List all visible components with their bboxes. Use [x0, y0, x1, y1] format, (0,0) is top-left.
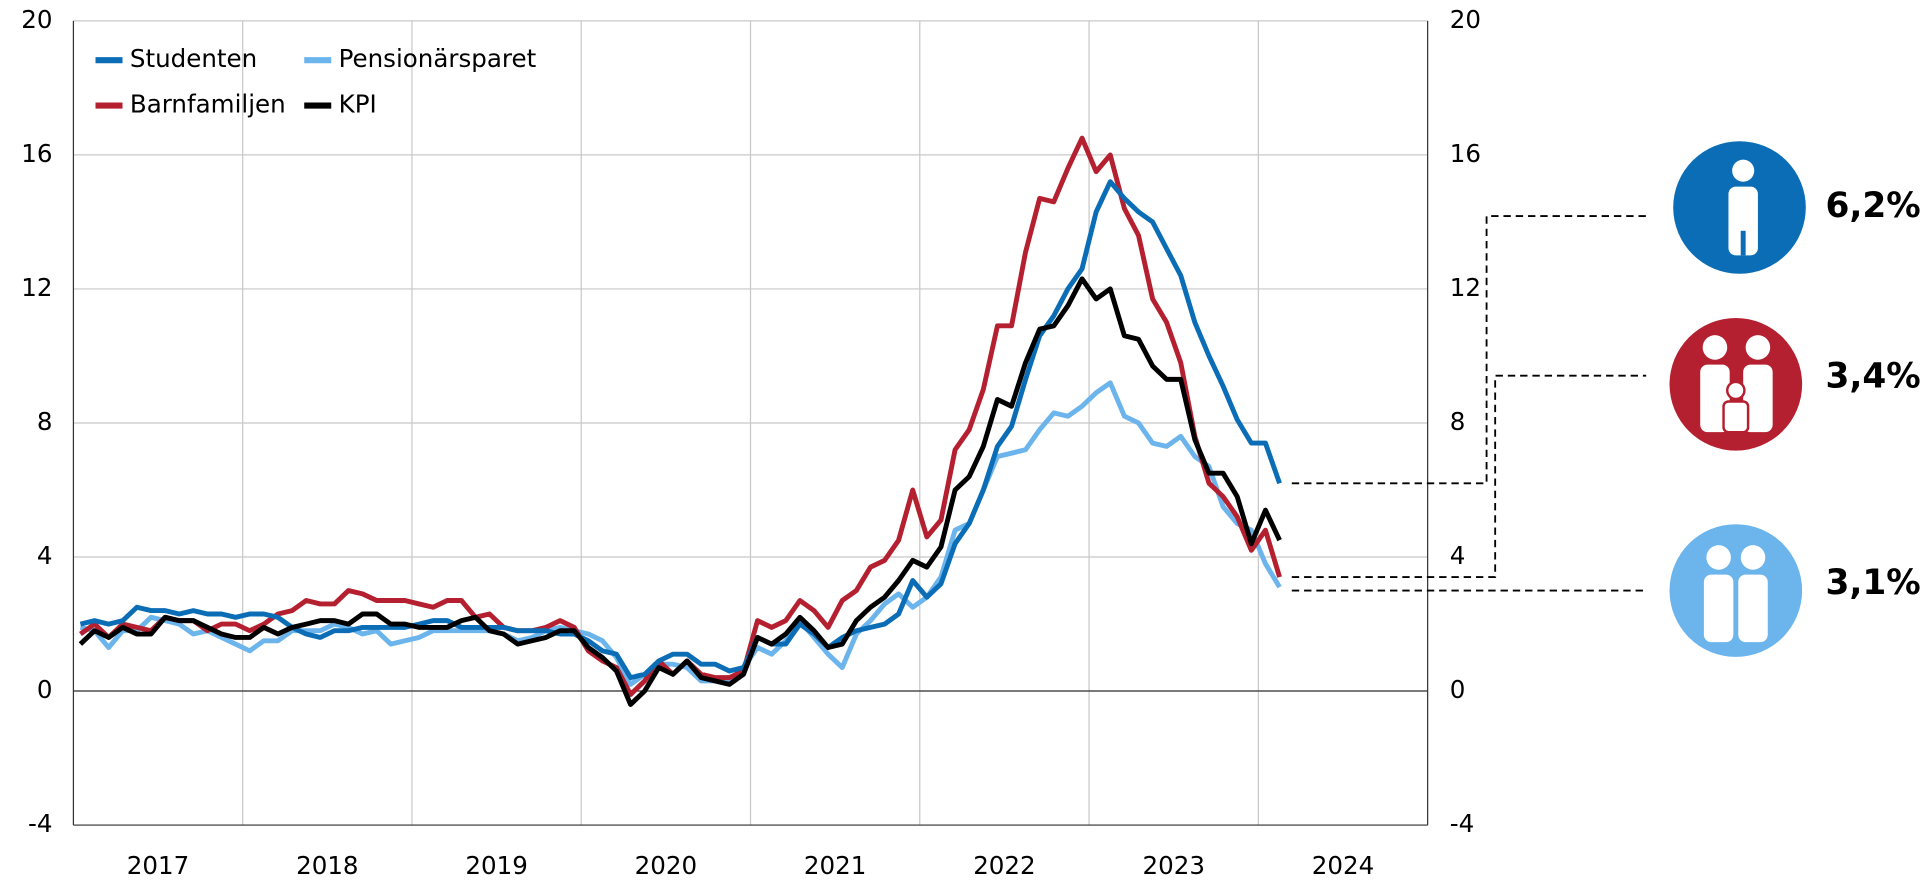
y-tick-label: 20 [21, 5, 52, 34]
y2-tick-label: 20 [1450, 5, 1481, 34]
legend-label: Barnfamiljen [130, 90, 286, 119]
family-figure [1700, 335, 1773, 434]
y2-tick-label: 16 [1450, 139, 1481, 168]
y-tick-label: 8 [37, 407, 53, 436]
connector [1291, 374, 1647, 579]
series-line [78, 135, 1282, 697]
legend-label: KPI [339, 90, 377, 119]
y-tick-label: 4 [37, 541, 53, 570]
pensioner-figure [1703, 545, 1768, 643]
y2-tick-label: 8 [1450, 407, 1466, 436]
x-tick-label: 2023 [1142, 851, 1204, 880]
y2-tick-label: 4 [1450, 541, 1466, 570]
x-tick-label: 2024 [1312, 851, 1374, 880]
y-tick-label: 0 [37, 675, 53, 704]
y-tick-label: -4 [28, 809, 52, 838]
y2-tick-label: 12 [1450, 273, 1481, 302]
y2-tick-label: -4 [1450, 809, 1474, 838]
x-tick-label: 2020 [635, 851, 697, 880]
end-label: 6,2% [1825, 186, 1920, 226]
y-tick-label: 12 [21, 273, 52, 302]
x-tick-label: 2021 [804, 851, 866, 880]
student-figure [1728, 159, 1758, 256]
end-label: 3,1% [1825, 563, 1920, 603]
legend-label: Pensionärsparet [339, 44, 537, 73]
icons [1669, 141, 1806, 657]
legend-label: Studenten [130, 44, 257, 73]
connector [1291, 215, 1647, 485]
series-line [79, 179, 1282, 681]
x-tick-label: 2018 [296, 851, 358, 880]
x-tick-label: 2017 [127, 851, 189, 880]
series-line [78, 276, 1282, 707]
end-label: 3,4% [1825, 357, 1920, 397]
x-tick-label: 2019 [465, 851, 527, 880]
x-tick-label: 2022 [973, 851, 1035, 880]
series-line [79, 380, 1282, 687]
pensioner-icon [1669, 524, 1803, 657]
y-tick-label: 16 [21, 139, 52, 168]
y2-tick-label: 0 [1450, 675, 1466, 704]
